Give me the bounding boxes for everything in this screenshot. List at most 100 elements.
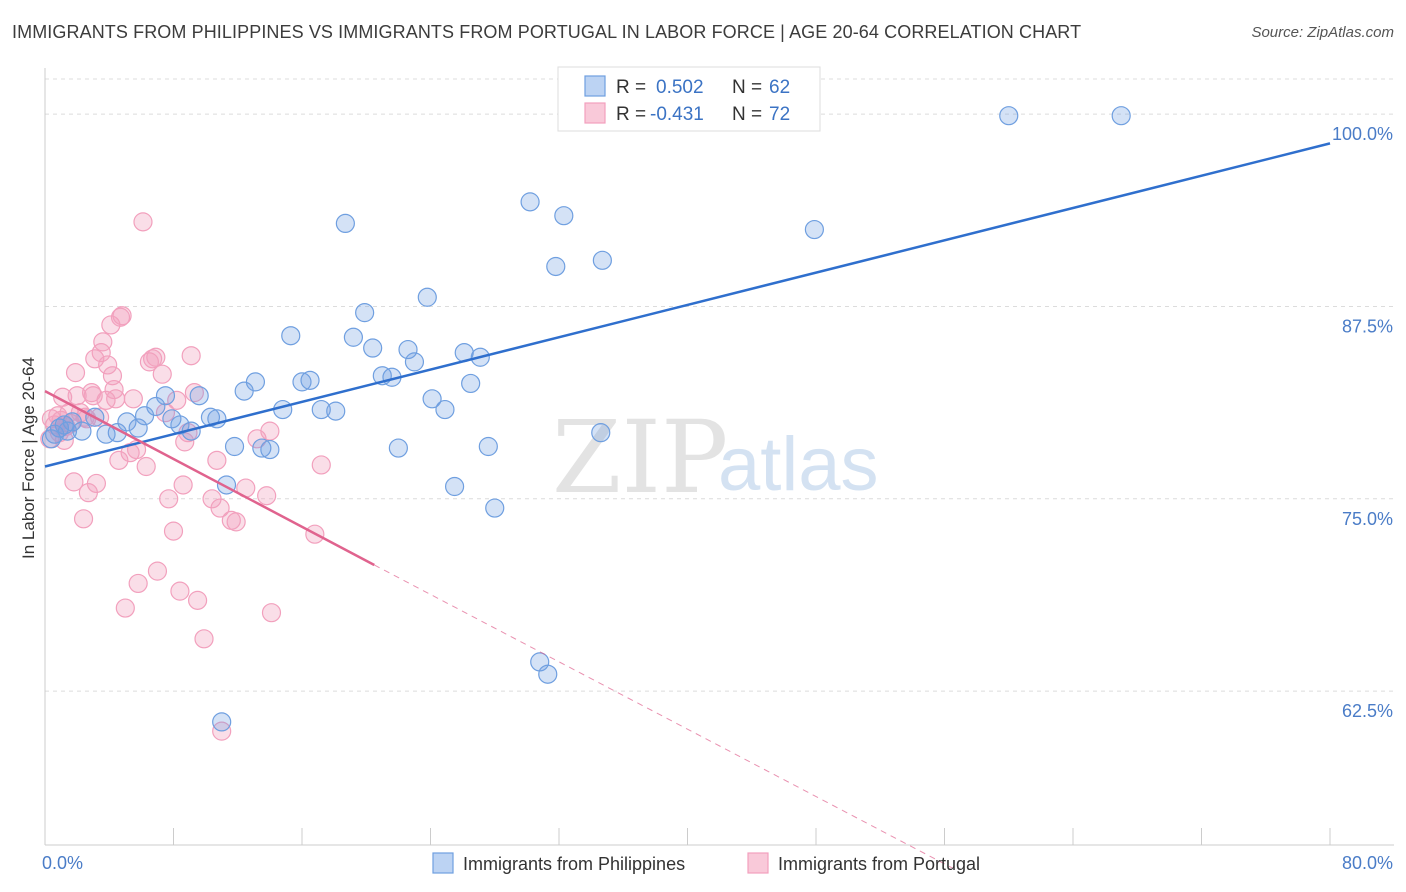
legend-n-value-1: 62 [769, 77, 790, 98]
legend-box: R = 0.502 N = 62 R = -0.431 N = 72 [557, 66, 821, 132]
portugal-point [207, 450, 227, 470]
philippines-point [57, 421, 78, 441]
x-tick-label: 0.0% [42, 853, 83, 873]
philippines-point [311, 399, 331, 420]
philippines-point [461, 373, 481, 394]
portugal-point [102, 366, 123, 386]
portugal-point [159, 489, 179, 509]
philippines-point [72, 421, 92, 441]
philippines-point [128, 418, 148, 438]
philippines-trend-line [44, 142, 1331, 468]
portugal-point [181, 346, 201, 366]
philippines-point [212, 712, 232, 732]
philippines-point [260, 439, 280, 460]
philippines-point [146, 396, 166, 417]
portugal-point [112, 306, 132, 326]
portugal-point [146, 347, 166, 367]
legend-n-label-1: N = [732, 77, 762, 98]
portugal-point [311, 455, 331, 475]
philippines-point [335, 213, 355, 233]
legend-swatch-philippines [584, 75, 606, 97]
philippines-point [404, 352, 425, 372]
legend-r-value-1: 0.502 [656, 77, 704, 98]
philippines-point [200, 407, 221, 427]
portugal-trend-extension [374, 564, 953, 869]
watermark: ZIP atlas [552, 399, 879, 516]
philippines-point [355, 303, 375, 323]
philippines-point [189, 386, 209, 406]
bottom-legend-swatch-philippines [432, 852, 454, 874]
portugal-point [109, 450, 129, 470]
philippines-point [170, 415, 190, 435]
portugal-point [106, 389, 126, 409]
bottom-legend-philippines: Immigrants from Philippines [463, 854, 685, 874]
portugal-point [226, 512, 246, 532]
portugal-points [40, 212, 331, 741]
portugal-point [152, 364, 172, 384]
portugal-point [194, 629, 214, 649]
philippines-point [999, 106, 1019, 126]
philippines-point [485, 498, 505, 518]
portugal-point [257, 486, 277, 506]
legend-swatch-portugal [584, 102, 606, 124]
legend-r-value-2: -0.431 [650, 104, 704, 125]
watermark-zip: ZIP [552, 399, 728, 516]
philippines-point [245, 372, 266, 392]
legend-n-value-2: 72 [769, 104, 790, 125]
portugal-point [136, 456, 156, 477]
philippines-point [300, 370, 320, 390]
philippines-point [520, 192, 540, 212]
y-tick-label: 87.5% [1342, 316, 1393, 336]
portugal-point [170, 581, 190, 601]
y-axis-title: In Labor Force | Age 20-64 [19, 357, 38, 559]
portugal-point [123, 389, 143, 409]
philippines-point [592, 250, 612, 270]
portugal-point [73, 509, 94, 529]
philippines-point [224, 436, 245, 457]
philippines-point [117, 412, 137, 432]
philippines-point [388, 438, 408, 458]
axes [44, 68, 1394, 846]
philippines-point [591, 423, 611, 443]
portugal-point [83, 386, 103, 406]
philippines-point [326, 401, 346, 421]
portugal-point [187, 590, 208, 610]
philippines-point [417, 287, 437, 307]
portugal-point [64, 472, 84, 492]
philippines-point [155, 386, 176, 406]
philippines-point [252, 438, 272, 458]
portugal-point [98, 355, 118, 375]
portugal-point [147, 561, 168, 581]
portugal-point [260, 421, 280, 441]
bottom-legend: Immigrants from Philippines Immigrants f… [432, 852, 980, 874]
portugal-point [93, 332, 113, 352]
philippines-points [41, 106, 1131, 732]
y-tick-label: 62.5% [1342, 701, 1393, 721]
philippines-point [435, 399, 455, 420]
portugal-point [167, 390, 187, 410]
portugal-point [96, 390, 116, 410]
portugal-point [133, 212, 153, 232]
philippines-point [398, 339, 418, 360]
y-tick-labels: 62.5% 75.0% 87.5% 100.0% [1332, 124, 1393, 721]
philippines-point [1111, 106, 1131, 126]
legend-r-label-2: R = [616, 104, 646, 125]
portugal-point [163, 521, 184, 541]
portugal-point [210, 498, 230, 518]
portugal-point [173, 475, 193, 495]
watermark-atlas: atlas [718, 422, 879, 507]
y-tick-label: 75.0% [1342, 509, 1393, 529]
x-tick-label: 80.0% [1342, 853, 1393, 873]
portugal-point [143, 349, 163, 369]
philippines-point [41, 429, 62, 449]
philippines-point [804, 219, 824, 240]
philippines-point [281, 326, 301, 346]
philippines-point [478, 436, 498, 457]
chart-title: IMMIGRANTS FROM PHILIPPINES VS IMMIGRANT… [12, 22, 1082, 42]
portugal-point [261, 603, 282, 623]
legend-r-label-1: R = [616, 77, 646, 98]
portugal-point [128, 573, 148, 594]
portugal-point [115, 598, 135, 618]
philippines-point [422, 389, 442, 409]
